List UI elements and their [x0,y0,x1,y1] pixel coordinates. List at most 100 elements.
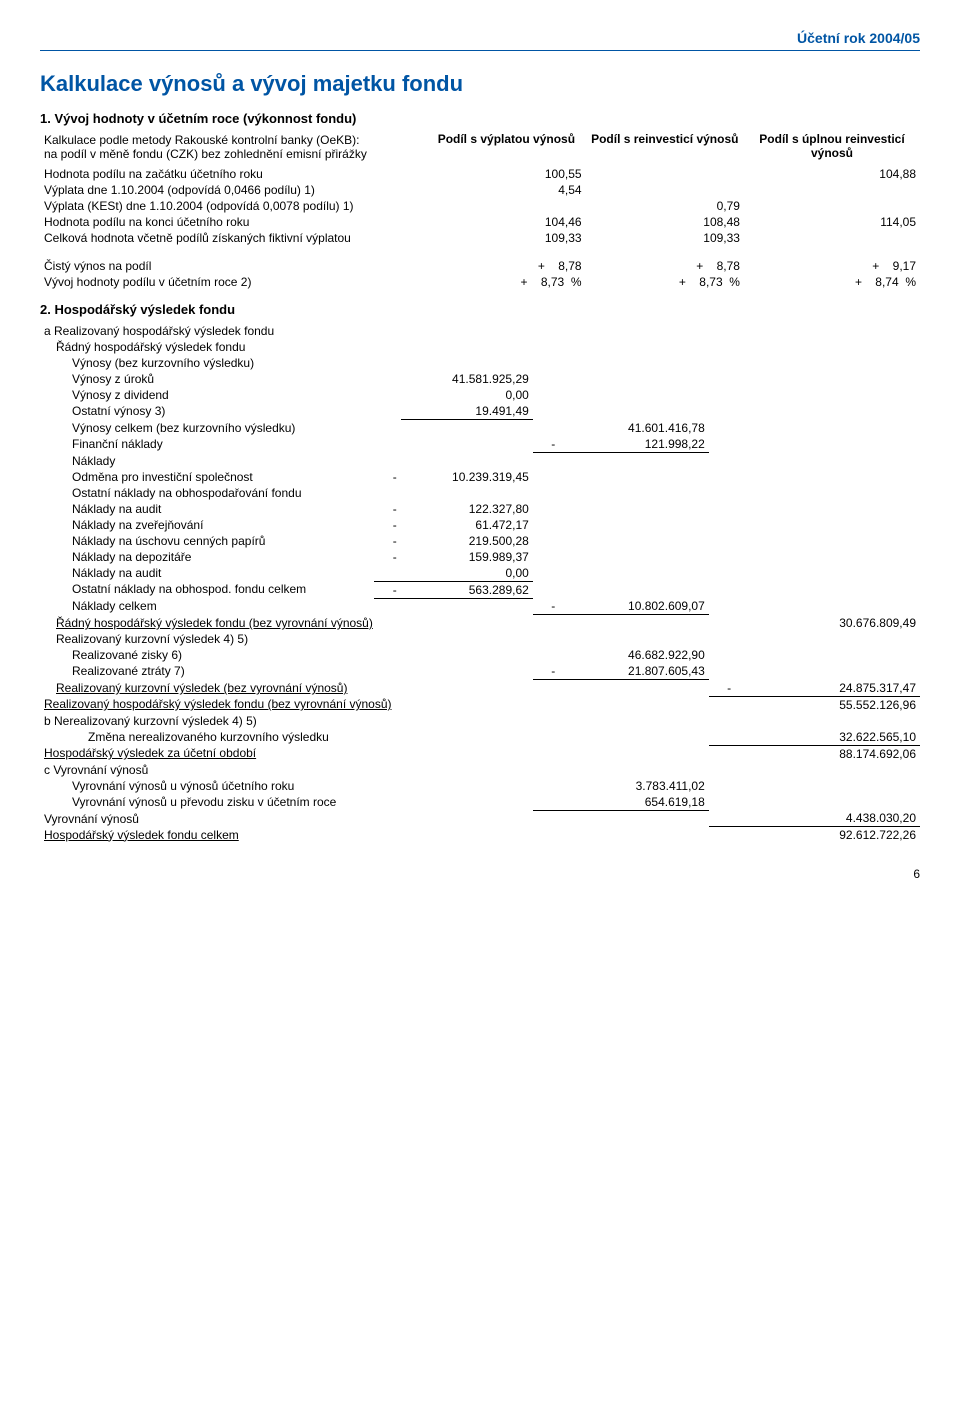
row-val: 4.438.030,20 [735,810,920,827]
row-val: 21.807.605,43 [559,663,709,680]
table-row: Hospodářský výsledek fondu celkem 92.612… [40,827,920,844]
row-label: a Realizovaný hospodářský výsledek fondu [40,323,920,339]
row-val [586,182,744,198]
row-val: 109,33 [427,230,585,246]
row-val: 104,46 [427,214,585,230]
row-val [427,198,585,214]
row-label: Výplata dne 1.10.2004 (odpovídá 0,0466 p… [40,182,427,198]
row-label: Řádný hospodářský výsledek fondu (bez vy… [40,615,709,632]
sign: - [374,517,400,533]
row-label: Změna nerealizovaného kurzovního výsledk… [40,729,709,746]
page-title: Kalkulace výnosů a vývoj majetku fondu [40,71,920,97]
row-val: 654.619,18 [559,794,709,811]
section-1-table: Kalkulace podle metody Rakouské kontroln… [40,132,920,290]
row-val [744,198,920,214]
row-val: 3.783.411,02 [559,778,709,794]
row-label: Hodnota podílu na konci účetního roku [40,214,427,230]
table-row: Náklady na úschovu cenných papírů - 219.… [40,533,920,549]
table-row: Hodnota podílu na konci účetního roku 10… [40,214,920,230]
row-val: 41.601.416,78 [559,420,709,436]
table-row: Výnosy z úroků 41.581.925,29 [40,371,920,387]
row-val: 109,33 [586,230,744,246]
table-row: Realizovaný kurzovní výsledek (bez vyrov… [40,680,920,697]
row-val: 122.327,80 [401,501,533,517]
row-val: 88.174.692,06 [735,745,920,762]
section-2-table: a Realizovaný hospodářský výsledek fondu… [40,323,920,843]
row-label: Čistý výnos na podíl [40,258,427,274]
table-row: Vyrovnání výnosů u výnosů účetního roku … [40,778,920,794]
colhead-1: Podíl s výplatou výnosů [427,132,585,166]
row-val: + 8,78 [427,258,585,274]
sign: - [374,501,400,517]
row-val: 0,79 [586,198,744,214]
row-val: 10.239.319,45 [401,469,533,485]
row-val: + 8,73 % [427,274,585,290]
sign: - [533,436,559,453]
row-val: 32.622.565,10 [735,729,920,746]
sign: - [709,680,735,697]
row-label: b Nerealizovaný kurzovní výsledek 4) 5) [40,713,920,729]
table-row: Náklady celkem - 10.802.609,07 [40,598,920,615]
table-row: Výplata (KESt) dne 1.10.2004 (odpovídá 0… [40,198,920,214]
table-row: Výplata dne 1.10.2004 (odpovídá 0,0466 p… [40,182,920,198]
row-label: Ostatní náklady na obhospod. fondu celke… [40,581,374,598]
row-label: Výnosy z dividend [40,387,374,403]
table-row: Vyrovnání výnosů 4.438.030,20 [40,810,920,827]
row-label: Náklady na depozitáře [40,549,374,565]
colhead-2: Podíl s reinvesticí výnosů [586,132,744,166]
table-row: Realizované zisky 6) 46.682.922,90 [40,647,920,663]
row-label: Hodnota podílu na začátku účetního roku [40,166,427,182]
section-1-heading: 1. Vývoj hodnoty v účetním roce (výkonno… [40,111,920,126]
row-val: 0,00 [401,565,533,582]
row-label: Ostatní náklady na obhospodařování fondu [40,485,920,501]
row-label: Náklady na zveřejňování [40,517,374,533]
row-label: Realizovaný hospodářský výsledek fondu (… [40,696,709,713]
table-row: Náklady na zveřejňování - 61.472,17 [40,517,920,533]
row-val: 159.989,37 [401,549,533,565]
row-label: Vývoj hodnoty podílu v účetním roce 2) [40,274,427,290]
table-row: Výnosy z dividend 0,00 [40,387,920,403]
row-val: 100,55 [427,166,585,182]
row-val [744,182,920,198]
row-label: Výnosy (bez kurzovního výsledku) [40,355,920,371]
page-number: 6 [40,867,920,881]
sign: - [374,533,400,549]
table-row: Celková hodnota včetně podílů získaných … [40,230,920,246]
table-row: Řádný hospodářský výsledek fondu (bez vy… [40,615,920,632]
row-label: Celková hodnota včetně podílů získaných … [40,230,427,246]
row-label: c Vyrovnání výnosů [40,762,920,778]
row-val [586,166,744,182]
row-dev: Vývoj hodnoty podílu v účetním roce 2) +… [40,274,920,290]
row-label: Ostatní výnosy 3) [40,403,374,420]
row-label: Vyrovnání výnosů u výnosů účetního roku [40,778,533,794]
table-row: Odměna pro investiční společnost - 10.23… [40,469,920,485]
row-label: Realizovaný kurzovní výsledek (bez vyrov… [40,680,709,697]
sign: - [374,581,400,598]
table-row: Realizovaný hospodářský výsledek fondu (… [40,696,920,713]
table-row: Finanční náklady - 121.998,22 [40,436,920,453]
sign: - [374,549,400,565]
table-row: Hodnota podílu na začátku účetního roku … [40,166,920,182]
row-val: 10.802.609,07 [559,598,709,615]
row-val: 104,88 [744,166,920,182]
row-label: Náklady na audit [40,565,374,582]
table-row: Náklady na audit 0,00 [40,565,920,582]
row-label: Hospodářský výsledek fondu celkem [40,827,709,844]
table-row: Náklady na depozitáře - 159.989,37 [40,549,920,565]
row-label: Hospodářský výsledek za účetní období [40,745,709,762]
row-label: Výnosy z úroků [40,371,374,387]
row-val: 108,48 [586,214,744,230]
row-label: Realizovaný kurzovní výsledek 4) 5) [40,631,920,647]
table-row: Vyrovnání výnosů u převodu zisku v účetn… [40,794,920,811]
colhead-3: Podíl s úplnou reinvesticí výnosů [744,132,920,166]
sign: - [533,598,559,615]
sec1-desc: Kalkulace podle metody Rakouské kontroln… [40,132,427,166]
row-val: 19.491,49 [401,403,533,420]
row-label: Finanční náklady [40,436,374,453]
row-val [744,230,920,246]
row-label: Vyrovnání výnosů [40,810,709,827]
table-row: Hospodářský výsledek za účetní období 88… [40,745,920,762]
row-label: Náklady na audit [40,501,374,517]
row-val: + 8,73 % [586,274,744,290]
row-label: Náklady celkem [40,598,374,615]
